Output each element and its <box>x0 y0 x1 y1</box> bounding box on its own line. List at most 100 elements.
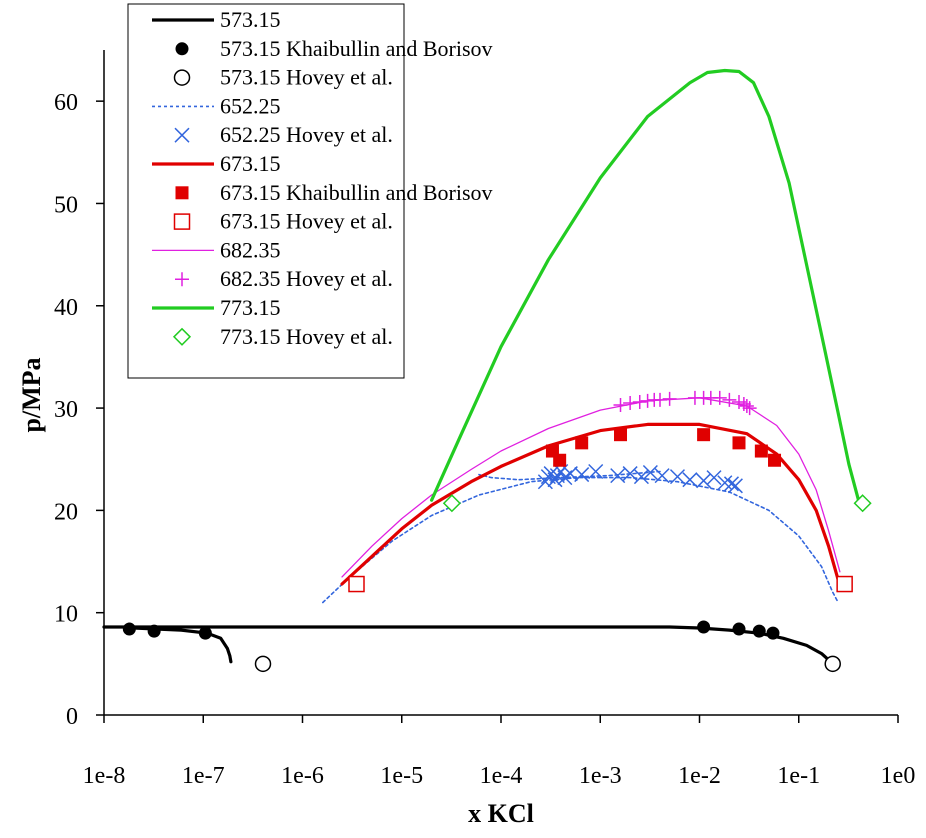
legend-entry: 773.15 <box>152 295 281 320</box>
series-marker-9 <box>742 401 757 416</box>
legend-label: 673.15 Hovey et al. <box>220 209 393 234</box>
x-tick-label: 1e-5 <box>380 763 423 789</box>
series-marker-9 <box>623 395 638 410</box>
y-tick-label: 30 <box>54 397 78 423</box>
series-marker-4 <box>547 472 563 488</box>
legend-entry: 573.15 Hovey et al. <box>173 65 393 90</box>
legend-entry: 673.15 Khaibullin and Borisov <box>175 180 493 205</box>
x-axis-title: x KCl <box>468 799 534 828</box>
series-marker-6 <box>768 453 782 467</box>
y-tick-label: 20 <box>54 499 78 525</box>
series-marker-4 <box>717 475 733 491</box>
series-marker-6 <box>575 436 589 450</box>
series-line-8 <box>341 397 841 578</box>
x-tick-label: 1e-7 <box>182 763 225 789</box>
series-line-0 <box>132 626 233 664</box>
legend-label: 773.15 <box>220 295 281 320</box>
series-line-10 <box>430 68 861 502</box>
legend-entry: 573.15 Khaibullin and Borisov <box>175 36 493 61</box>
series-marker-7 <box>348 575 365 593</box>
legend-entry: 652.25 Hovey et al. <box>174 122 393 147</box>
legend-marker <box>175 272 189 287</box>
legend-label: 673.15 Khaibullin and Borisov <box>220 180 493 205</box>
legend: 573.15 573.15 Khaibullin and Borisov 573.1… <box>127 3 493 379</box>
legend-entry: 673.15 Hovey et al. <box>173 209 393 234</box>
legend-entry: 773.15 Hovey et al. <box>172 324 393 349</box>
legend-entry: 652.25 <box>152 93 281 118</box>
axes: 1e-8 1e-7 1e-6 1e-5 1e-4 1e-3 1e-2 1e-1 1e0 0 10 2… <box>54 50 915 789</box>
series-marker-9 <box>653 392 668 407</box>
legend-entry: 682.35 Hovey et al. <box>175 266 393 291</box>
series-marker-4 <box>574 467 590 483</box>
series-marker-1 <box>697 620 711 634</box>
series-marker-4 <box>633 469 649 485</box>
series-marker-6 <box>614 428 628 442</box>
series-marker-4 <box>622 466 638 482</box>
x-tick-label: 1e-3 <box>579 763 622 789</box>
series-marker-6 <box>754 444 768 458</box>
series-marker-2 <box>824 655 841 673</box>
series-marker-1 <box>198 626 212 640</box>
x-tick-label: 1e-4 <box>480 763 523 789</box>
series-marker-1 <box>766 626 780 640</box>
legend-marker <box>173 69 191 86</box>
legend-marker <box>175 186 189 200</box>
legend-entry: 682.35 <box>152 237 281 262</box>
legend-label: 773.15 Hovey et al. <box>220 324 393 349</box>
legend-marker <box>174 127 190 143</box>
series-marker-4 <box>588 463 604 480</box>
series-line-0 <box>102 625 833 664</box>
series-marker-4 <box>537 474 553 490</box>
series-marker-4 <box>682 472 698 488</box>
legend-label: 573.15 <box>220 7 281 32</box>
x-tick-label: 1e-1 <box>777 763 820 789</box>
x-ticks: 1e-8 1e-7 1e-6 1e-5 1e-4 1e-3 1e-2 1e-1 1e0 <box>83 715 916 789</box>
series-marker-9 <box>722 392 737 407</box>
series-marker-1 <box>752 624 766 638</box>
legend-label: 573.15 Khaibullin and Borisov <box>220 36 493 61</box>
series-marker-9 <box>739 399 754 414</box>
series-line-3 <box>322 476 839 604</box>
series-marker-1 <box>122 622 136 636</box>
x-tick-label: 1e-2 <box>678 763 721 789</box>
series-marker-4 <box>642 465 658 481</box>
x-tick-label: 1e-8 <box>83 763 126 789</box>
series-marker-9 <box>712 390 727 405</box>
plot-markers <box>122 390 872 673</box>
series-marker-4 <box>610 468 626 484</box>
series-marker-11 <box>853 494 872 513</box>
legend-entry: 573.15 <box>152 7 281 32</box>
series-line-5 <box>340 422 840 586</box>
legend-marker <box>175 42 189 56</box>
y-axis-title: p/MPa <box>17 357 46 432</box>
series-marker-9 <box>613 398 628 413</box>
legend-box <box>127 3 405 379</box>
legend-label: 652.25 Hovey et al. <box>220 122 393 147</box>
y-tick-label: 0 <box>66 704 78 730</box>
series-marker-4 <box>669 469 686 485</box>
x-tick-label: 1e-6 <box>281 763 324 789</box>
y-tick-label: 10 <box>54 602 78 628</box>
series-marker-9 <box>662 391 677 406</box>
series-marker-6 <box>697 428 711 442</box>
series-marker-2 <box>254 655 272 673</box>
legend-label: 682.35 <box>220 237 281 262</box>
legend-entry: 673.15 <box>152 151 281 176</box>
series-marker-4 <box>727 478 743 494</box>
legend-marker <box>172 327 192 346</box>
series-marker-4 <box>696 473 712 489</box>
series-marker-4 <box>654 468 670 484</box>
series-marker-1 <box>147 624 161 638</box>
legend-entries: 573.15 573.15 Khaibullin and Borisov 573.1… <box>152 7 493 349</box>
x-tick-label: 1e0 <box>881 763 916 789</box>
series-marker-9 <box>640 393 655 408</box>
series-marker-6 <box>732 436 746 450</box>
legend-marker <box>173 213 191 230</box>
legend-label: 682.35 Hovey et al. <box>220 266 393 291</box>
legend-label: 673.15 <box>220 151 281 176</box>
series-marker-7 <box>836 575 853 593</box>
legend-label: 573.15 Hovey et al. <box>220 65 393 90</box>
series-marker-4 <box>706 470 722 486</box>
series-marker-6 <box>553 453 567 467</box>
